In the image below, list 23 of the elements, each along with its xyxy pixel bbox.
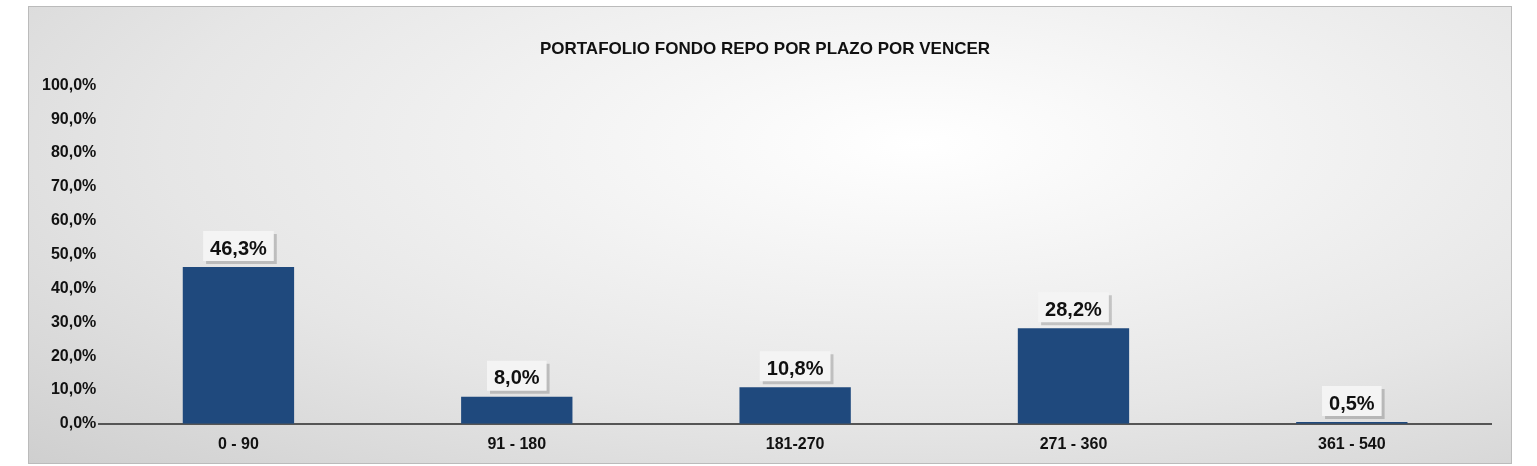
data-label: 28,2%: [1045, 297, 1103, 320]
y-tick-label: 50,0%: [50, 245, 97, 263]
y-tick-label: 20,0%: [50, 346, 97, 364]
bar: [182, 267, 295, 424]
chart-title: PORTAFOLIO FONDO REPO POR PLAZO POR VENCER: [539, 38, 991, 58]
y-tick-label: 40,0%: [50, 278, 97, 296]
y-tick-label: 70,0%: [50, 177, 97, 195]
y-tick-label: 0,0%: [59, 414, 97, 432]
x-tick-label: 271 - 360: [1039, 434, 1108, 452]
data-label: 0,5%: [1329, 391, 1375, 414]
y-tick-label: 10,0%: [50, 380, 97, 398]
x-tick-label: 181-270: [765, 434, 825, 452]
y-tick-label: 30,0%: [50, 312, 97, 330]
x-tick-label: 91 - 180: [487, 434, 547, 452]
y-tick-label: 80,0%: [50, 143, 97, 161]
y-tick-label: 90,0%: [50, 109, 97, 127]
y-tick-label: 60,0%: [50, 211, 97, 229]
y-tick-label: 100,0%: [42, 75, 97, 93]
x-tick-label: 0 - 90: [217, 434, 259, 452]
data-label: 10,8%: [766, 356, 824, 379]
data-label: 8,0%: [493, 366, 540, 389]
x-tick-label: 361 - 540: [1318, 434, 1386, 452]
data-label: 46,3%: [210, 236, 268, 259]
